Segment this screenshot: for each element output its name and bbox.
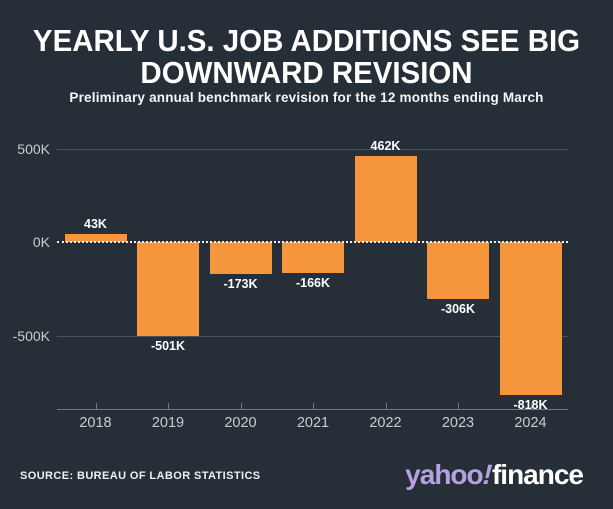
x-axis-tick bbox=[95, 403, 97, 410]
title-line-1: YEARLY U.S. JOB ADDITIONS SEE BIG bbox=[32, 23, 581, 58]
bar-2024 bbox=[499, 242, 562, 395]
x-axis-label: 2019 bbox=[151, 415, 185, 431]
page-title: YEARLY U.S. JOB ADDITIONS SEE BIG DOWNWA… bbox=[15, 23, 597, 91]
chart-subtitle: Preliminary annual benchmark revision fo… bbox=[69, 90, 544, 105]
y-axis-label: 500K bbox=[17, 140, 50, 157]
plot-area: 43K -501K -173K -166K 462K -306K -818K bbox=[57, 130, 568, 412]
x-axis-tick bbox=[530, 403, 532, 410]
x-axis-label: 2022 bbox=[369, 415, 402, 431]
x-axis-label: 2020 bbox=[224, 415, 257, 431]
gridline--500K bbox=[57, 335, 568, 337]
logo-yahoo-text: yahoo bbox=[405, 459, 483, 490]
y-axis-label: -500K bbox=[12, 327, 50, 344]
bar-value-label: -306K bbox=[440, 302, 476, 317]
x-axis-label: 2018 bbox=[79, 415, 112, 431]
x-axis-label: 2024 bbox=[514, 415, 547, 431]
bar-value-label: 462K bbox=[370, 138, 401, 153]
bar-value-label: -173K bbox=[223, 277, 258, 292]
bar-value-label: -501K bbox=[150, 338, 186, 353]
bar-2019 bbox=[137, 242, 199, 336]
x-axis-labels: 2018 2019 2020 2021 2022 2023 2024 bbox=[57, 415, 568, 435]
zero-baseline bbox=[57, 241, 568, 243]
bar-value-label: -166K bbox=[295, 276, 331, 291]
x-axis-label: 2021 bbox=[296, 415, 330, 431]
x-axis-line bbox=[57, 409, 568, 410]
y-axis-label: 0K bbox=[32, 234, 50, 250]
x-axis-tick bbox=[240, 403, 242, 410]
logo-finance-text: finance bbox=[491, 459, 584, 490]
x-axis-tick bbox=[385, 403, 387, 410]
x-axis-tick bbox=[458, 403, 459, 410]
bar-value-label: -818K bbox=[513, 397, 548, 412]
bar-2023 bbox=[427, 242, 489, 300]
title-line-2: DOWNWARD REVISION bbox=[140, 55, 473, 91]
x-axis-label: 2023 bbox=[441, 415, 475, 431]
gridline-500K bbox=[57, 148, 568, 150]
x-axis-tick bbox=[313, 403, 314, 410]
yahoo-finance-logo: yahoo!finance bbox=[405, 459, 584, 490]
bar-2022 bbox=[354, 155, 417, 242]
x-axis-tick bbox=[168, 403, 169, 410]
y-axis-labels: 500K 0K -500K bbox=[0, 130, 50, 410]
bar-value-label: 43K bbox=[84, 216, 107, 231]
bar-2021 bbox=[282, 242, 344, 274]
bar-2018 bbox=[64, 233, 127, 242]
bar-2020 bbox=[209, 242, 272, 275]
source-note: SOURCE: BUREAU OF LABOR STATISTICS bbox=[20, 470, 261, 482]
